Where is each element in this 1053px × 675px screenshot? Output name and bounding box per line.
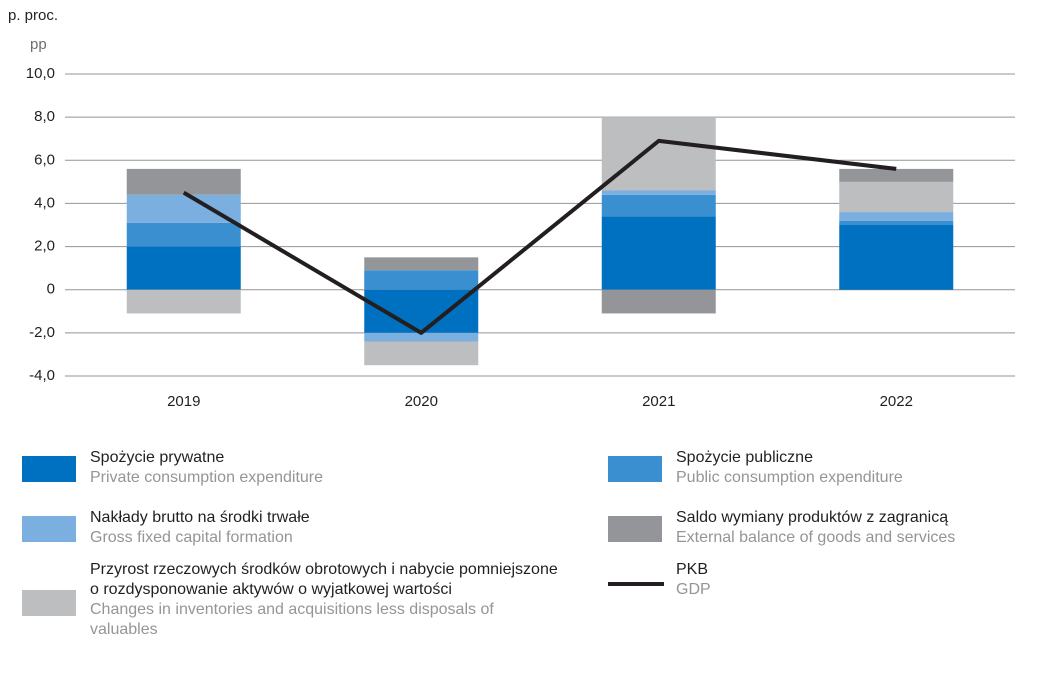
bar-segment <box>839 168 954 182</box>
legend-swatch <box>608 582 664 586</box>
legend-sublabel: Gross fixed capital formation <box>90 529 293 546</box>
legend-label: Przyrost rzeczowych środków obrotowych i… <box>90 561 558 598</box>
bar-segment <box>364 270 479 290</box>
legend-label: PKB <box>676 561 709 578</box>
bar-segment <box>839 181 954 213</box>
legend-label: Spożycie publiczne <box>676 449 813 466</box>
y-tick-label: 6,0 <box>34 151 55 168</box>
bar-segment <box>364 257 479 271</box>
legend-entry: Saldo wymiany produktów z zagranicą Exter… <box>676 508 1046 548</box>
chart: p. proc. pp -4,0 -2,0 0 2,0 4,0 6,0 8,0 10,0 201… <box>8 7 1015 410</box>
bar-segment <box>601 216 716 290</box>
bar-segment <box>601 190 716 195</box>
legend-sublabel: External balance of goods and services <box>676 529 956 546</box>
legend-entry: Nakłady brutto na środki trwałe Gross fix… <box>90 508 560 548</box>
y-tick-label: 4,0 <box>34 194 55 211</box>
y-axis-label: p. proc. <box>8 7 58 24</box>
y-tick-label: -2,0 <box>29 324 55 341</box>
legend-entry: Spożycie publiczne Public consumption exp… <box>676 448 1046 488</box>
y-tick-label: 8,0 <box>34 108 55 125</box>
legend-swatch <box>22 456 76 482</box>
y-axis-label-en: pp <box>30 36 47 53</box>
legend-swatch <box>22 590 76 616</box>
y-tick-label: -4,0 <box>29 367 55 384</box>
bar-segment <box>601 194 716 217</box>
x-tick-label: 2021 <box>642 393 675 410</box>
x-tick-label: 2022 <box>880 393 913 410</box>
bar-segment <box>601 289 716 314</box>
y-tick-label: 2,0 <box>34 238 55 255</box>
bar-segment <box>839 212 954 221</box>
bar-segment <box>364 332 479 342</box>
legend-sublabel: Public consumption expenditure <box>676 469 903 486</box>
bar-segment <box>126 168 241 195</box>
legend-entry: Przyrost rzeczowych środków obrotowych i… <box>90 560 560 640</box>
legend-sublabel: GDP <box>676 581 711 598</box>
y-tick-label: 0 <box>47 281 55 298</box>
legend-label: Saldo wymiany produktów z zagranicą <box>676 509 949 526</box>
legend-sublabel: Changes in inventories and acquisitions … <box>90 601 494 638</box>
bar-segment <box>126 289 241 314</box>
legend-swatch <box>22 516 76 542</box>
bar-segment <box>839 225 954 290</box>
legend-swatch <box>608 516 662 542</box>
legend-label: Spożycie prywatne <box>90 449 225 466</box>
legend-sublabel: Private consumption expenditure <box>90 469 324 486</box>
bar-segment <box>126 222 241 247</box>
gdp-line <box>182 138 897 335</box>
x-tick-label: 2019 <box>167 393 200 410</box>
x-tick-label: 2020 <box>405 393 438 410</box>
bar-segment <box>126 246 241 290</box>
legend-swatch <box>608 456 662 482</box>
legend-entry: PKB GDP <box>676 560 1046 600</box>
legend-label: Nakłady brutto na środki trwałe <box>90 509 310 526</box>
y-tick-label: 10,0 <box>26 65 55 82</box>
bar-segment <box>839 220 954 225</box>
legend-entry: Spożycie prywatne Private consumption exp… <box>90 448 560 488</box>
bar-segment <box>364 341 479 366</box>
bar-segment <box>601 117 716 191</box>
bar-segment <box>126 194 241 223</box>
